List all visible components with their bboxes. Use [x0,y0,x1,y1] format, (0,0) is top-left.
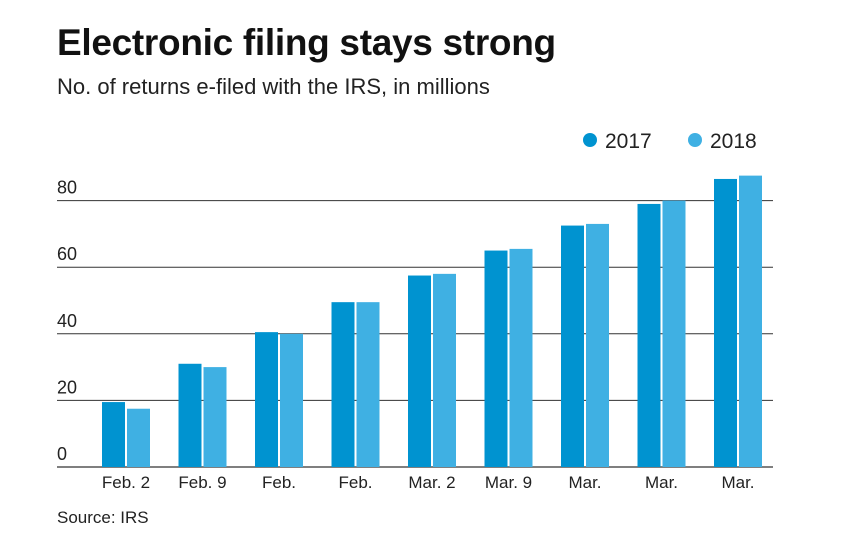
legend-swatch-2018 [688,133,702,147]
bar-2018-3 [356,302,380,467]
y-tick-label: 40 [57,311,77,331]
bar-2017-5 [484,250,508,467]
bar-2017-1 [178,363,202,467]
x-tick-label: Feb. [262,473,296,492]
bar-2017-0 [102,402,125,467]
source-note: Source: IRS [57,508,149,527]
x-tick-label: Mar. 9 [485,473,532,492]
bar-2018-6 [586,223,609,467]
x-tick-label: Mar. [721,473,754,492]
axis-labels: 0 20 40 60 80 Feb. 2 Feb. 9 Feb. 16 Feb. 23 Mar. 2 M… [57,178,755,500]
legend-label-2017: 2017 [605,130,652,153]
bar-2017-3 [331,302,355,467]
bar-2017-2 [255,332,278,467]
bars [102,175,762,467]
x-tick-label: 16 [576,499,595,500]
x-tick-label: 31 [729,499,748,500]
y-tick-label: 0 [57,444,67,464]
x-tick-label: Mar. 2 [408,473,455,492]
x-tick-label: 23 [346,499,365,500]
bar-2018-8 [739,175,762,467]
bar-2018-1 [203,367,227,467]
x-tick-label: Feb. 2 [102,473,150,492]
legend: 2017 2018 [583,130,757,153]
chart-subtitle: No. of returns e-filed with the IRS, in … [57,74,490,99]
y-tick-label: 60 [57,244,77,264]
x-tick-label: 16 [270,499,289,500]
y-tick-label: 20 [57,377,77,397]
bar-2017-7 [637,203,661,467]
chart-title: Electronic filing stays strong [57,22,556,63]
bar-2018-5 [509,248,533,467]
bar-2018-0 [127,408,150,467]
legend-swatch-2017 [583,133,597,147]
y-tick-label: 80 [57,178,77,198]
bar-2017-6 [561,225,584,467]
x-tick-label: Feb. 9 [178,473,226,492]
bar-2018-4 [433,273,456,467]
x-tick-label: Feb. [338,473,372,492]
bar-2017-4 [408,275,431,467]
bar-chart: 0 20 40 60 80 Feb. 2 Feb. 9 Feb. 16 Feb. 23 Mar. 2 M… [57,130,773,500]
x-tick-label: 23 [652,499,671,500]
x-tick-label: Mar. [568,473,601,492]
bar-2017-8 [714,178,737,467]
x-tick-label: Mar. [645,473,678,492]
bar-2018-7 [662,200,686,467]
legend-label-2018: 2018 [710,130,757,153]
bar-2018-2 [280,333,303,467]
